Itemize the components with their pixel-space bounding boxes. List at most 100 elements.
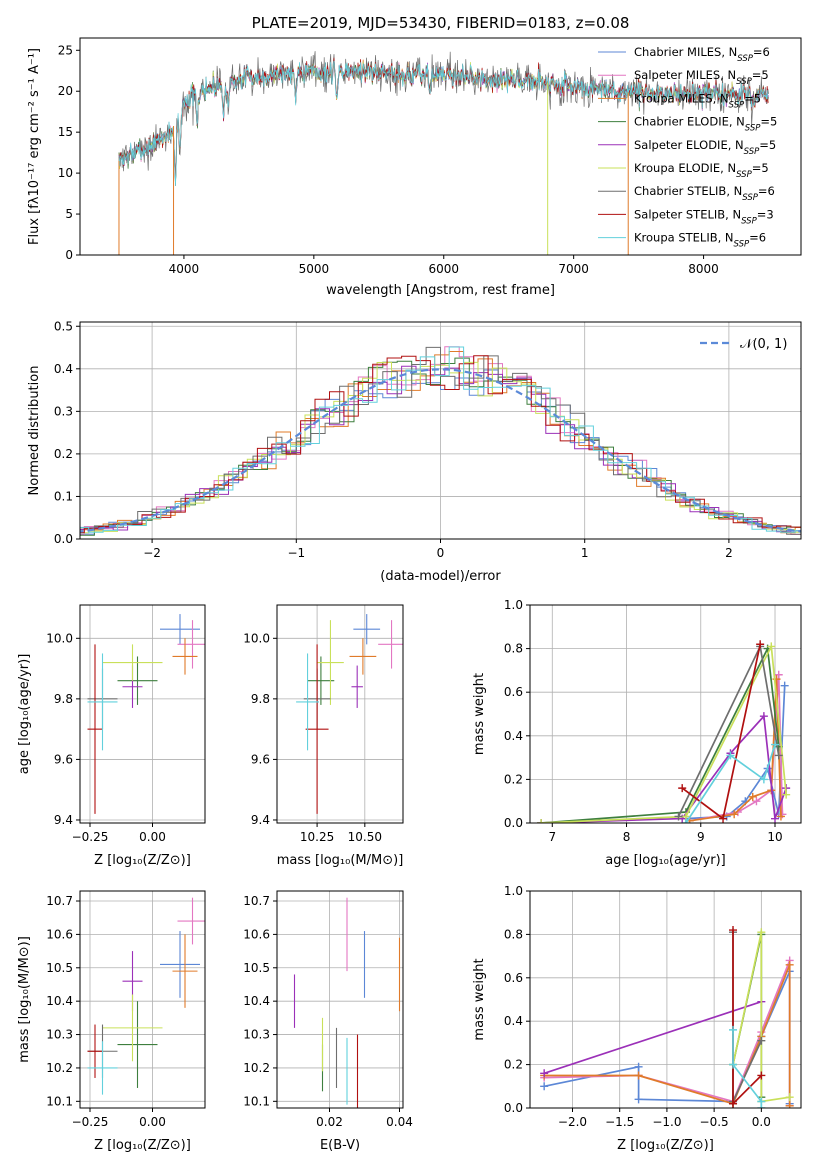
histogram-kroupa_stelib xyxy=(80,346,801,533)
y-tick-label: 10.4 xyxy=(243,994,270,1008)
weight-point-kroupa_stelib xyxy=(726,751,735,760)
legend-label-sub: SSP xyxy=(745,124,761,134)
y-tick-label: 25 xyxy=(58,43,73,57)
y-tick-label: 0.0 xyxy=(504,816,523,830)
y-tick-label: 0.0 xyxy=(54,532,73,546)
x-tick-label: 7000 xyxy=(558,262,589,276)
weight-point-chabrier_miles xyxy=(634,1095,643,1104)
legend-label-suffix: =3 xyxy=(757,207,774,221)
plot-area xyxy=(87,897,205,1095)
y-tick-label: 10.5 xyxy=(243,961,270,975)
x-axis-label: mass [log₁₀(M/M⊙)] xyxy=(277,853,404,868)
y-tick-label: 10.2 xyxy=(243,1061,270,1075)
y-tick-label: 0.2 xyxy=(54,447,73,461)
y-tick-label: 10.7 xyxy=(243,894,270,908)
legend-label-name: Chabrier STELIB, N xyxy=(634,184,742,198)
y-tick-label: 10.5 xyxy=(46,961,73,975)
weight-point-salpeter_stelib xyxy=(757,1071,766,1080)
legend-label-suffix: =5 xyxy=(760,115,777,129)
x-tick-label: −0.25 xyxy=(72,830,109,844)
legend-label-sub: SSP xyxy=(734,240,750,250)
y-tick-label: 0.1 xyxy=(54,489,73,503)
y-tick-label: 10.0 xyxy=(243,631,270,645)
legend-label-name: Kroupa MILES, N xyxy=(634,91,729,105)
x-tick-label: −2.0 xyxy=(558,1115,587,1129)
y-tick-label: 10.0 xyxy=(46,631,73,645)
y-tick-label: 0 xyxy=(65,248,73,262)
weight-point-salpeter_miles xyxy=(752,797,761,806)
legend-label-salpeter_stelib: Salpeter STELIB, NSSP=3 xyxy=(634,207,774,226)
y-axis-label: Normed distribution xyxy=(27,366,42,496)
mass-vs-metallicity-panel: −0.25 0.00 10.1 10.2 10.3 10.4 10.5 10.6 10.7 Z [… xyxy=(17,890,206,1153)
axes-frame xyxy=(276,604,404,824)
x-axis-label: age [log₁₀(age/yr)] xyxy=(605,853,726,868)
weight-line-salpeter_elodie xyxy=(541,714,787,823)
y-tick-label: 1.0 xyxy=(504,884,523,898)
y-axis-label: mass [log₁₀(M/M⊙)] xyxy=(17,936,32,1063)
x-axis-label: E(B-V) xyxy=(320,1138,360,1153)
weight-point-salpeter_stelib xyxy=(678,784,687,793)
weight-point-chabrier_stelib xyxy=(774,751,783,760)
y-tick-label: 10.3 xyxy=(243,1028,270,1042)
weight-point-kroupa_miles xyxy=(785,1101,794,1108)
y-tick-label: 10.1 xyxy=(46,1094,73,1108)
y-tick-label: 10.7 xyxy=(46,894,73,908)
x-tick-label: −1 xyxy=(287,546,305,560)
plot-area xyxy=(540,926,794,1108)
mass-vs-extinction-panel: 0.02 0.04 10.1 10.2 10.3 10.4 10.5 10.6 10.7 E(B-… xyxy=(243,890,413,1153)
legend-label-sub: SSP xyxy=(744,147,760,157)
y-tick-label: 0.8 xyxy=(504,642,523,656)
legend-label-suffix: =6 xyxy=(753,45,770,59)
legend-label-salpeter_miles: Salpeter MILES, NSSP=5 xyxy=(634,68,769,87)
x-tick-label: 2 xyxy=(725,546,733,560)
y-tick-label: 0.0 xyxy=(504,1101,523,1115)
x-tick-label: 0 xyxy=(437,546,445,560)
weight-line-chabrier_elodie xyxy=(732,934,763,1104)
y-tick-label: 0.2 xyxy=(504,772,523,786)
y-tick-label: 10.4 xyxy=(46,994,73,1008)
legend-label-suffix: =5 xyxy=(752,161,769,175)
y-tick-label: 0.6 xyxy=(504,685,523,699)
weight-point-salpeter_elodie xyxy=(771,814,780,823)
weight-line-kroupa_elodie xyxy=(541,643,788,823)
weight-point-kroupa_elodie xyxy=(757,928,766,937)
x-tick-label: 7 xyxy=(548,830,556,844)
weight-line-salpeter_miles xyxy=(689,674,784,822)
axis-ticks: −0.25 0.00 9.4 9.6 9.8 10.0 xyxy=(46,631,166,844)
legend-label-kroupa_stelib: Kroupa STELIB, NSSP=6 xyxy=(634,231,766,250)
weight-point-kroupa_stelib xyxy=(681,819,690,823)
y-tick-label: 0.2 xyxy=(504,1058,523,1072)
chart-title: PLATE=2019, MJD=53430, FIBERID=0183, z=0… xyxy=(252,14,630,32)
x-tick-label: 5000 xyxy=(299,262,330,276)
legend-label-name: Salpeter ELODIE, N xyxy=(634,138,744,152)
residuals-panel: −2 −1 0 1 2 0.0 0.1 0.2 0.3 0.4 0.5 𝒩(0, 1) (data-mo… xyxy=(27,319,802,584)
weight-line-salpeter_elodie xyxy=(543,1000,762,1075)
weight-point-chabrier_miles xyxy=(540,1082,549,1091)
weight-point-kroupa_miles xyxy=(730,810,739,819)
grid-lines xyxy=(277,605,403,823)
y-axis-label: Flux [fλ10⁻¹⁷ erg cm⁻² s⁻¹ A⁻¹] xyxy=(27,48,42,245)
weight-point-kroupa_stelib xyxy=(759,775,768,784)
grid-lines xyxy=(80,605,205,823)
y-tick-label: 10.6 xyxy=(46,927,73,941)
weight-point-salpeter_stelib xyxy=(729,926,738,935)
weight-line-chabrier_elodie xyxy=(541,645,780,823)
axes-frame xyxy=(79,37,802,256)
plot-area xyxy=(537,640,791,823)
legend-label-suffix: =6 xyxy=(749,231,766,245)
y-tick-label: 10 xyxy=(58,166,73,180)
axes-frame xyxy=(79,321,802,540)
axis-ticks: −2 −1 0 1 2 0.0 0.1 0.2 0.3 0.4 0.5 xyxy=(54,319,733,560)
weight-point-chabrier_stelib xyxy=(757,1036,766,1045)
legend-label-sub: SSP xyxy=(736,77,752,87)
axes-frame xyxy=(529,604,802,824)
weight-point-salpeter_stelib xyxy=(756,640,765,649)
legend-label-sub: SSP xyxy=(742,193,758,203)
legend-label-sub: SSP xyxy=(737,54,753,64)
weight-point-kroupa_stelib xyxy=(729,1025,738,1034)
y-tick-label: 0.3 xyxy=(54,404,73,418)
legend-label-chabrier_elodie: Chabrier ELODIE, NSSP=5 xyxy=(634,115,777,134)
legend-label-kroupa_miles: Kroupa MILES, NSSP=5 xyxy=(634,91,761,110)
